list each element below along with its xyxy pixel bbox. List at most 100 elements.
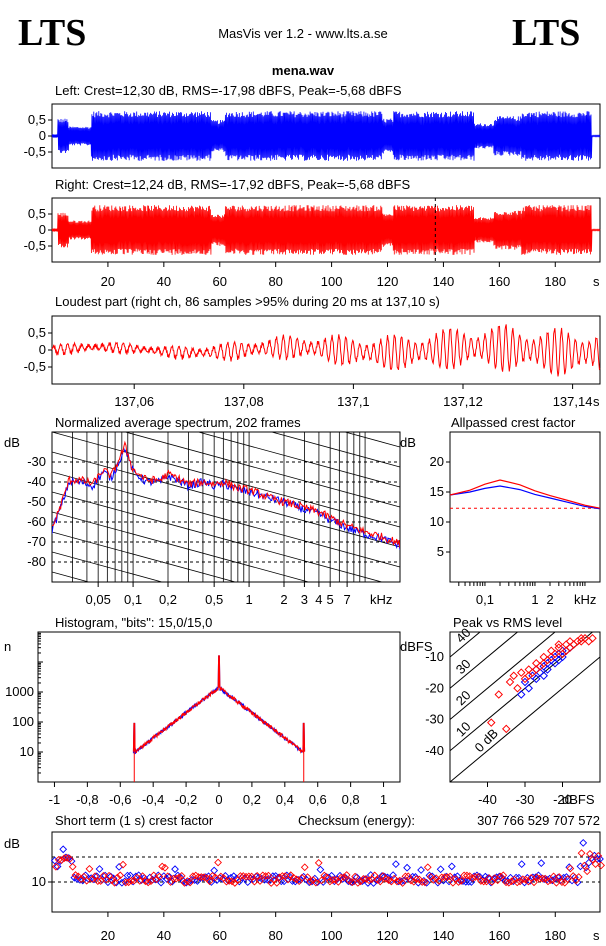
short-term-point-blue bbox=[104, 878, 112, 887]
short-term-point-blue bbox=[271, 872, 280, 880]
right-waveform-xtick-label: 140 bbox=[433, 274, 455, 289]
loudest-part-ytick-label: 0,5 bbox=[28, 325, 46, 340]
short-term-point-red bbox=[180, 879, 189, 887]
short-term-point-red bbox=[267, 879, 276, 887]
spectrum-xtick-label: 0,1 bbox=[124, 592, 142, 607]
spectrum-grid bbox=[51, 432, 401, 582]
short-term-point-red bbox=[586, 849, 594, 858]
short-term-point-red bbox=[597, 861, 606, 870]
peak-rms-ylabel: dBFS bbox=[400, 639, 433, 654]
short-term-point-red bbox=[376, 877, 385, 886]
short-term-point-red bbox=[454, 878, 463, 886]
histogram-xtick-label: 0 bbox=[215, 792, 222, 807]
loudest-part-ytick-label: 0 bbox=[39, 342, 46, 357]
left-waveform-ytick-label: 0,5 bbox=[28, 112, 46, 127]
loudest-part-xtick-label: 137,1 bbox=[337, 394, 370, 409]
loudest-part-xtick-label: 137,06 bbox=[114, 394, 154, 409]
spectrum-xtick-label: 0,05 bbox=[86, 592, 111, 607]
short-term-point-red bbox=[451, 875, 460, 884]
peak-rms-point-red bbox=[539, 659, 548, 668]
peak-rms-crest-label: 30 bbox=[453, 656, 474, 677]
histogram-frame bbox=[37, 631, 401, 783]
short-term-point-red bbox=[158, 862, 167, 871]
short-term-point-red bbox=[521, 875, 530, 884]
short-term-point-red bbox=[71, 871, 80, 879]
loudest-part-title: Loudest part (right ch, 86 samples >95% … bbox=[55, 294, 440, 309]
short-term-point-red bbox=[250, 877, 259, 886]
short-term-point-blue bbox=[316, 865, 325, 874]
right-waveform-xtick-label: 60 bbox=[213, 274, 227, 289]
short-term-point-red bbox=[96, 877, 105, 885]
short-term-point-blue bbox=[489, 874, 498, 883]
short-term-xtick-label: 20 bbox=[101, 928, 115, 943]
short-term-point-red bbox=[303, 873, 312, 882]
short-term-point-red bbox=[130, 876, 139, 885]
spectrum-series-red bbox=[52, 440, 400, 548]
peak-rms-title: Peak vs RMS level bbox=[453, 615, 562, 630]
short-term-point-red bbox=[555, 873, 564, 881]
peak-rms-point-red bbox=[584, 637, 593, 646]
short-term-point-red bbox=[348, 878, 357, 887]
peak-rms-point-red bbox=[517, 668, 526, 677]
allpass-ytick-label: 10 bbox=[430, 514, 444, 529]
short-term-point-red bbox=[490, 874, 499, 883]
peak-rms-point-blue bbox=[532, 674, 541, 684]
allpass-frame bbox=[449, 431, 601, 583]
short-term-point-red bbox=[390, 874, 399, 883]
short-term-point-red bbox=[155, 872, 164, 881]
allpass-xtick-label: 1 bbox=[531, 592, 538, 607]
histogram-xtick-label: -0,6 bbox=[109, 792, 131, 807]
short-term-point-red bbox=[510, 875, 519, 884]
checksum-value: 307 766 529 707 572 bbox=[477, 813, 600, 828]
right-waveform-signal bbox=[51, 204, 601, 256]
spectrum-slope-line bbox=[197, 432, 400, 488]
short-term-point-blue bbox=[428, 872, 437, 881]
short-term-xtick-label: 120 bbox=[377, 928, 399, 943]
short-term-point-red bbox=[326, 877, 334, 886]
peak-rms-point-blue bbox=[543, 665, 552, 674]
short-term-point-red bbox=[161, 863, 169, 872]
right-waveform-xtick-label: 20 bbox=[101, 274, 115, 289]
logo-right: LTS bbox=[512, 12, 580, 54]
spectrum-slope-line bbox=[52, 312, 400, 407]
short-term-point-red bbox=[203, 874, 211, 883]
short-term-point-red bbox=[298, 873, 306, 882]
short-term-point-red bbox=[286, 871, 295, 880]
peak-rms-ytick-label: -40 bbox=[425, 743, 444, 758]
short-term-point-red bbox=[52, 862, 60, 871]
short-term-point-blue bbox=[59, 845, 68, 854]
right-waveform-xtick-label: 80 bbox=[268, 274, 282, 289]
histogram-xtick-label: 0,2 bbox=[243, 792, 261, 807]
short-term-point-red bbox=[527, 874, 536, 882]
short-term-point-red bbox=[247, 872, 256, 881]
right-waveform-ytick-label: 0,5 bbox=[28, 206, 46, 221]
peak-rms-point-red bbox=[505, 677, 515, 687]
short-term-point-red bbox=[532, 873, 541, 882]
short-term-point-red bbox=[516, 877, 524, 886]
short-term-point-red bbox=[387, 877, 396, 886]
short-term-point-red bbox=[415, 875, 424, 884]
short-term-ylabel: dB bbox=[4, 836, 20, 851]
short-term-point-red bbox=[119, 860, 127, 869]
short-term-point-red bbox=[292, 875, 301, 884]
short-term-point-red bbox=[409, 877, 418, 886]
peak-rms-crest-line bbox=[450, 632, 481, 658]
peak-rms-ytick-label: -20 bbox=[425, 680, 444, 695]
short-term-point-blue bbox=[213, 876, 221, 884]
short-term-point-red bbox=[138, 872, 147, 881]
spectrum-slope-line bbox=[52, 451, 400, 548]
short-term-point-red bbox=[549, 872, 558, 881]
short-term-xtick-label: 60 bbox=[213, 928, 227, 943]
short-term-xtick-label: 40 bbox=[157, 928, 171, 943]
short-term-point-red bbox=[205, 877, 214, 886]
short-term-point-red bbox=[446, 872, 455, 881]
right-waveform-xtick-label: 40 bbox=[157, 274, 171, 289]
short-term-point-red bbox=[105, 871, 113, 880]
short-term-point-red bbox=[407, 876, 415, 885]
short-term-point-blue bbox=[447, 862, 456, 871]
short-term-point-blue bbox=[453, 872, 462, 881]
spectrum-slope-line bbox=[270, 432, 400, 468]
right-waveform-xunit: s bbox=[593, 274, 600, 289]
peak-rms-crest-line bbox=[450, 632, 519, 689]
